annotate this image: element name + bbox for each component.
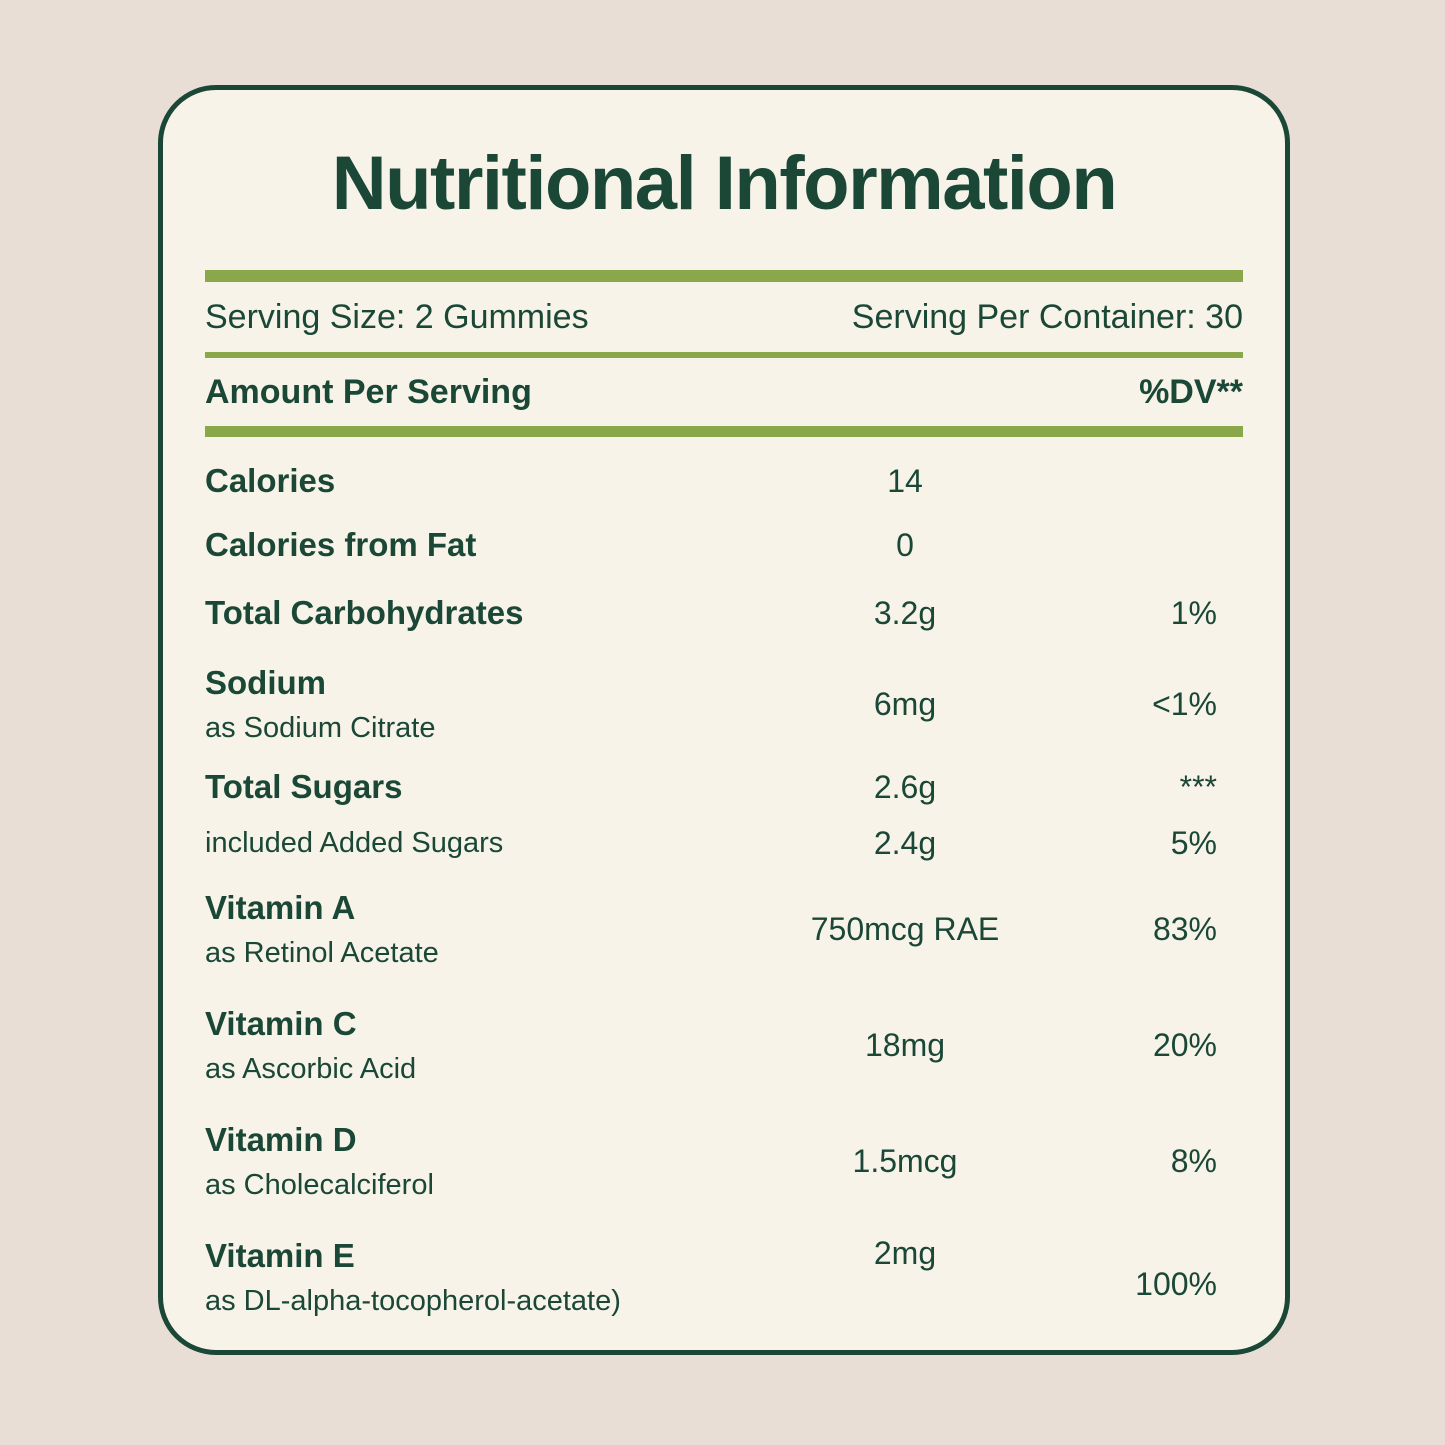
- nutrient-name: Vitamin C: [205, 1005, 357, 1043]
- nutrient-name: Calories from Fat: [205, 526, 477, 564]
- nutrient-table: Calories 14 Calories from Fat 0 Total Ca…: [205, 437, 1243, 1335]
- nutrient-name: Calories: [205, 462, 336, 500]
- serving-info-row: Serving Size: 2 Gummies Serving Per Cont…: [205, 282, 1243, 352]
- nutrient-row-vitamin-d: Vitamin D as Cholecalciferol 1.5mcg 8%: [205, 1103, 1243, 1219]
- serving-size-text: Serving Size: 2 Gummies: [205, 297, 589, 336]
- nutrient-amount: 14: [887, 462, 923, 499]
- nutrient-amount: 1.5mcg: [852, 1142, 958, 1179]
- nutrient-dv: 8%: [1170, 1142, 1217, 1179]
- nutrient-dv: 83%: [1152, 910, 1217, 947]
- nutrient-row-vitamin-c: Vitamin C as Ascorbic Acid 18mg 20%: [205, 987, 1243, 1103]
- dv-header: %DV**: [1139, 372, 1243, 411]
- nutrient-label-group: Vitamin E as DL-alpha-tocopherol-acetate…: [205, 1235, 745, 1318]
- nutrient-name: included Added Sugars: [205, 826, 504, 859]
- nutrient-row-calories-from-fat: Calories from Fat 0: [205, 513, 1243, 577]
- nutrient-name: Sodium: [205, 664, 326, 702]
- divider-bar-top: [205, 270, 1243, 282]
- nutrient-name: Vitamin D: [205, 1121, 357, 1159]
- nutrient-source: as Retinol Acetate: [205, 936, 439, 969]
- nutrient-row-total-sugars: Total Sugars 2.6g ***: [205, 759, 1243, 815]
- nutrient-name: Vitamin E: [205, 1237, 355, 1275]
- nutrient-amount: 2.4g: [873, 824, 937, 861]
- nutrient-dv: 5%: [1170, 824, 1217, 861]
- nutrient-dv: 20%: [1152, 1026, 1217, 1063]
- nutrient-label-group: Vitamin D as Cholecalciferol: [205, 1119, 745, 1202]
- nutrient-amount: 18mg: [864, 1026, 946, 1063]
- nutrient-row-total-carbohydrates: Total Carbohydrates 3.2g 1%: [205, 577, 1243, 649]
- divider-bar-middle: [205, 352, 1243, 358]
- nutrient-row-added-sugars: included Added Sugars 2.4g 5%: [205, 815, 1243, 871]
- nutrient-source: as Cholecalciferol: [205, 1168, 434, 1201]
- nutrient-source: as DL-alpha-tocopherol-acetate): [205, 1284, 621, 1317]
- nutrient-dv: ***: [1179, 768, 1217, 805]
- nutrient-label-group: Vitamin A as Retinol Acetate: [205, 887, 745, 970]
- nutrient-row-sodium: Sodium as Sodium Citrate 6mg <1%: [205, 649, 1243, 759]
- amount-per-serving-header: Amount Per Serving: [205, 372, 532, 411]
- nutrient-source: as Ascorbic Acid: [205, 1052, 417, 1085]
- nutrition-label-card: Nutritional Information Serving Size: 2 …: [158, 85, 1290, 1355]
- divider-bar-lower: [205, 426, 1243, 437]
- nutrient-amount: 0: [896, 526, 914, 563]
- nutrient-label-group: Vitamin C as Ascorbic Acid: [205, 1003, 745, 1086]
- page-title: Nutritional Information: [331, 141, 1118, 226]
- table-header-row: Amount Per Serving %DV**: [205, 358, 1243, 426]
- nutrient-amount: 2.6g: [873, 768, 937, 805]
- nutrient-dv: 1%: [1170, 594, 1217, 631]
- nutrient-row-calories: Calories 14: [205, 449, 1243, 513]
- nutrient-amount: 2mg: [873, 1235, 937, 1271]
- nutrient-dv: <1%: [1152, 685, 1217, 722]
- nutrient-row-vitamin-a: Vitamin A as Retinol Acetate 750mcg RAE …: [205, 871, 1243, 987]
- nutrient-source: as Sodium Citrate: [205, 711, 436, 744]
- nutrient-amount: 750mcg RAE: [810, 910, 1000, 947]
- nutrient-name: Total Carbohydrates: [205, 594, 524, 632]
- nutrient-name: Total Sugars: [205, 768, 403, 806]
- nutrient-name: Vitamin A: [205, 889, 356, 927]
- nutrient-dv: 100%: [1135, 1265, 1217, 1302]
- servings-per-container-text: Serving Per Container: 30: [851, 297, 1243, 336]
- nutrient-amount: 6mg: [873, 685, 937, 722]
- nutrient-row-vitamin-e: Vitamin E as DL-alpha-tocopherol-acetate…: [205, 1219, 1243, 1335]
- nutrient-label-group: Sodium as Sodium Citrate: [205, 662, 745, 745]
- nutrient-amount: 3.2g: [873, 594, 937, 631]
